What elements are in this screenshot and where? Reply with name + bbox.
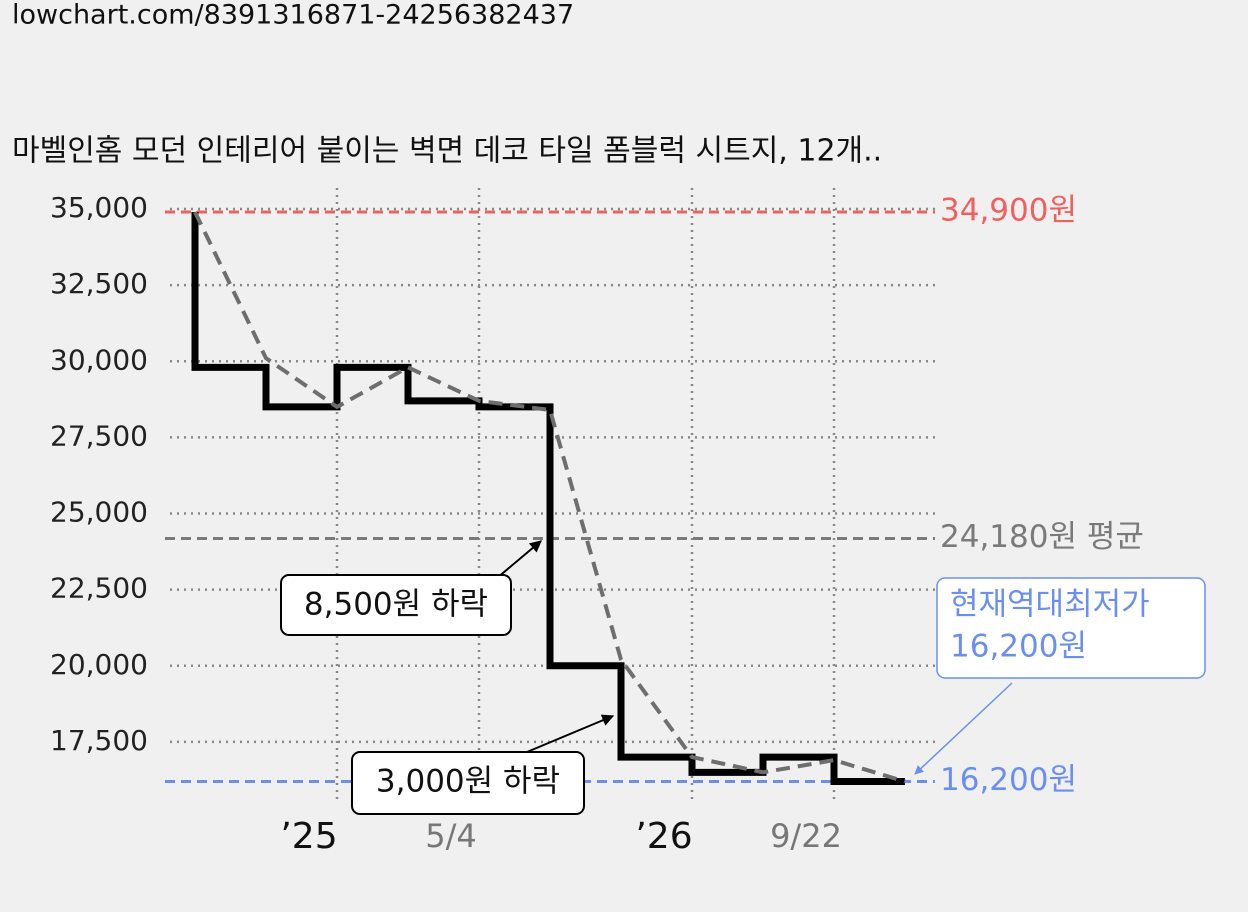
- arrow: [496, 540, 542, 579]
- y-tick-label: 30,000: [50, 343, 148, 376]
- arrow: [514, 714, 615, 758]
- annotation: 16,200원: [950, 629, 1087, 665]
- trend-line: [193, 211, 906, 784]
- annotation-box: [351, 751, 585, 815]
- price-line: [191, 212, 905, 785]
- x-tick-label: ’25: [280, 816, 337, 857]
- x-tick-label: 5/4: [425, 817, 477, 855]
- arrow: [914, 682, 1013, 775]
- annotation-box: [936, 577, 1206, 679]
- y-tick-label: 27,500: [50, 419, 148, 452]
- url: lowchart.com/8391316871-24256382437: [12, 0, 574, 31]
- x-tick-label: ’26: [635, 816, 692, 857]
- annotation: 8,500원 하락: [304, 587, 488, 623]
- y-tick-label: 20,000: [50, 648, 148, 681]
- x-tick-label: 9/22: [770, 817, 842, 855]
- y-tick-label: 17,500: [50, 724, 148, 757]
- annotation-box: [280, 574, 512, 636]
- y-tick-label: 22,500: [50, 572, 148, 605]
- y-tick-label: 32,500: [50, 267, 148, 300]
- reference-label: 34,900원: [940, 193, 1077, 229]
- reference-label: 16,200원: [940, 762, 1077, 798]
- annotation: 3,000원 하락: [376, 764, 560, 800]
- annotation: 현재역대최저가: [950, 587, 1150, 623]
- y-tick-label: 35,000: [50, 191, 148, 224]
- y-tick-label: 25,000: [50, 496, 148, 529]
- reference-label: 24,180원 평균: [940, 519, 1144, 555]
- chart-title: 마벨인홈 모던 인테리어 붙이는 벽면 데코 타일 폼블럭 시트지, 12개..: [12, 134, 882, 169]
